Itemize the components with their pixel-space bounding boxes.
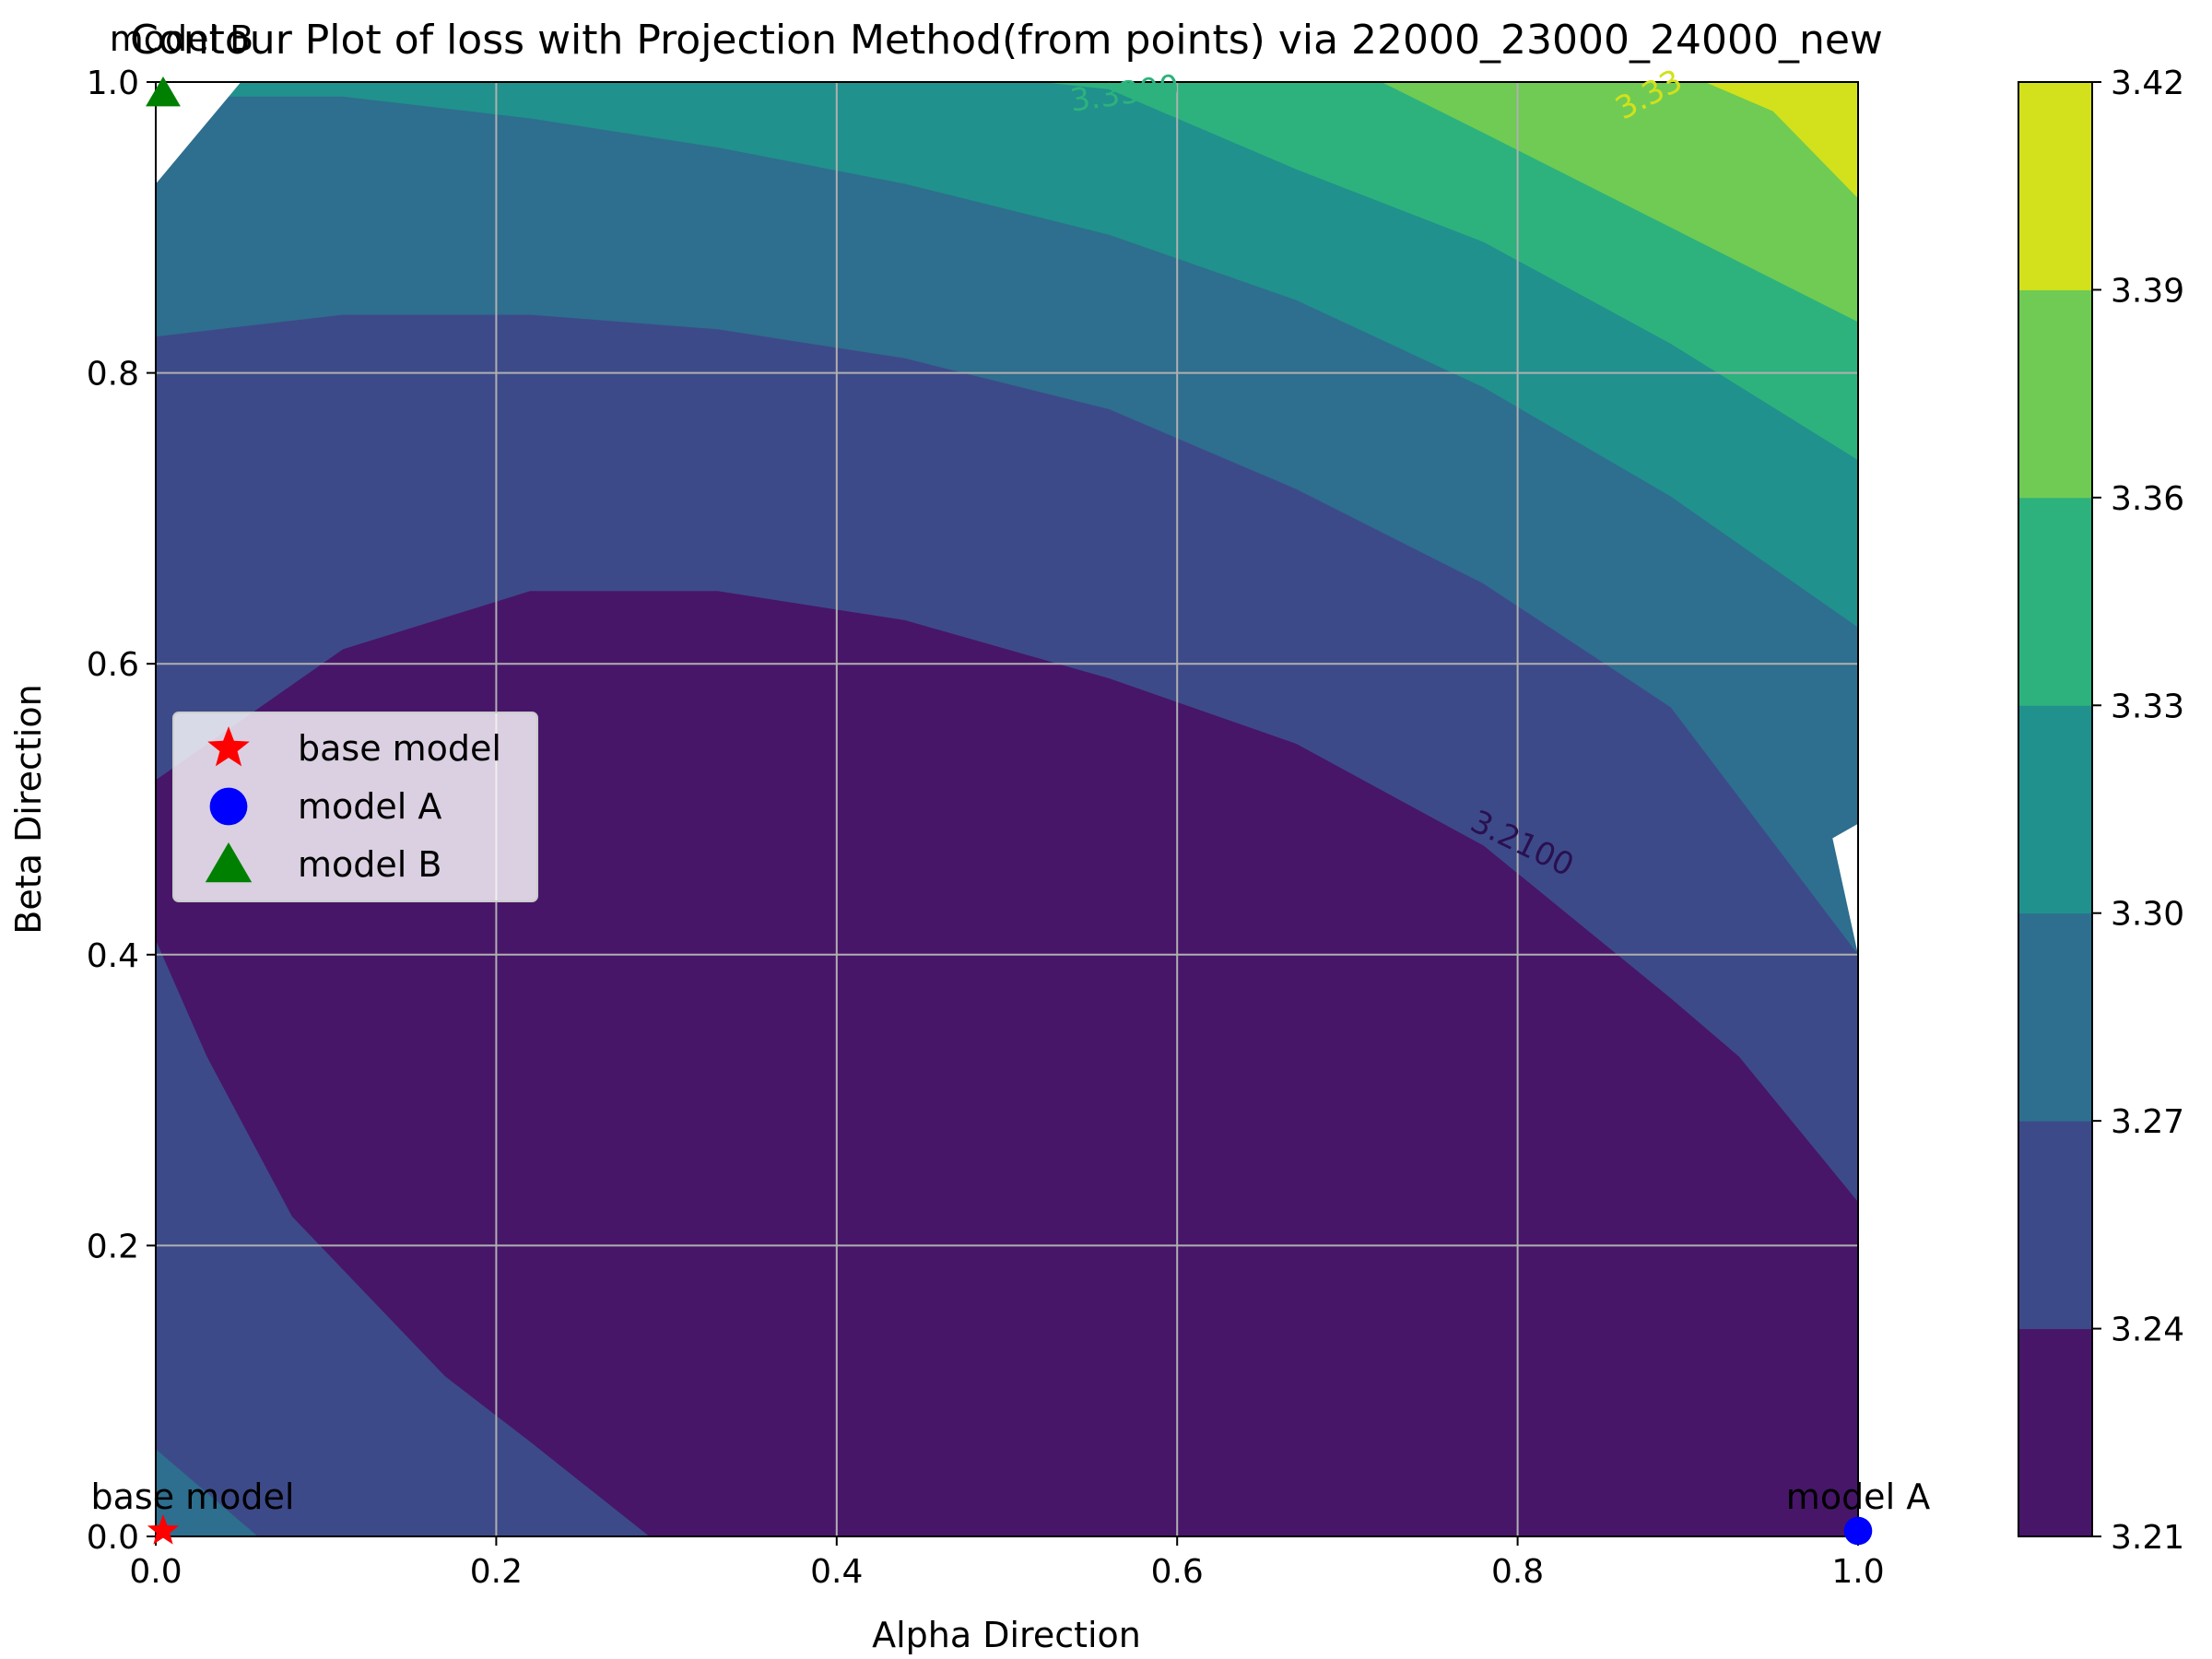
chart-title: Contour Plot of loss with Projection Met… (130, 17, 1883, 64)
y-tick-label: 0.0 (87, 1519, 139, 1557)
base-model-label: base model (91, 1477, 295, 1517)
colorbar-band (2018, 912, 2092, 1122)
legend-model-B-label: model B (298, 844, 441, 885)
colorbar-band (2018, 289, 2092, 499)
colorbar-tick-label: 3.24 (2111, 1312, 2184, 1349)
y-axis-ticks: 0.0 0.2 0.4 0.6 0.8 1.0 (87, 65, 156, 1557)
y-tick-label: 0.6 (87, 646, 139, 684)
model-A-marker (1843, 1516, 1873, 1546)
band-3-27-3-30-corner (156, 1449, 258, 1536)
legend-base-model-marker (207, 726, 250, 767)
colorbar-tick-label: 3.30 (2111, 896, 2184, 934)
contour-bands (156, 82, 1858, 1536)
y-tick-label: 0.2 (87, 1228, 139, 1265)
x-tick-label: 0.8 (1491, 1553, 1544, 1591)
y-tick-label: 1.0 (87, 65, 139, 102)
y-tick-label: 0.8 (87, 356, 139, 394)
colorbar-band (2018, 497, 2092, 706)
y-tick-label: 0.4 (87, 937, 139, 975)
colorbar-tick-label: 3.27 (2111, 1103, 2184, 1141)
model-B-marker (146, 76, 181, 107)
colorbar-frame (2018, 81, 2093, 1537)
colorbar-band (2018, 1121, 2092, 1330)
model-A-label: model A (1786, 1477, 1930, 1517)
x-tick-label: 0.2 (470, 1553, 523, 1591)
y-axis-label: Beta Direction (8, 684, 49, 934)
x-tick-label: 0.6 (1151, 1553, 1204, 1591)
x-axis-ticks: 0.0 0.2 0.4 0.6 0.8 1.0 (129, 1536, 1885, 1591)
legend-model-A-label: model A (298, 786, 441, 827)
plot-frame (155, 81, 1859, 1537)
legend-box (172, 712, 538, 902)
base-model-marker (147, 1514, 180, 1545)
colorbar-tick-label: 3.33 (2111, 688, 2184, 725)
legend-model-A-marker (209, 787, 248, 826)
legend-model-B-marker (205, 842, 253, 883)
colorbar-band (2018, 705, 2092, 914)
colorbar: 3.21 3.24 3.27 3.30 3.33 3.36 3.39 3.42 (2018, 65, 2184, 1557)
band-3-39-region (1704, 82, 1858, 199)
colorbar-band (2018, 1328, 2092, 1537)
legend-base-model-label: base model (298, 728, 501, 769)
colorbar-tick-label: 3.39 (2111, 272, 2184, 310)
colorbar-tick-label: 3.21 (2111, 1519, 2184, 1557)
x-tick-label: 0.0 (129, 1553, 182, 1591)
colorbar-tick-label: 3.42 (2111, 65, 2184, 102)
blank-region-top-left (156, 82, 241, 184)
x-axis-label: Alpha Direction (872, 1615, 1141, 1655)
band-3-36-region (1381, 82, 1858, 323)
model-markers: base model model A model B (91, 18, 1930, 1546)
colorbar-tick-label: 3.36 (2111, 480, 2184, 518)
x-tick-label: 0.4 (810, 1553, 863, 1591)
band-3-24-3-27-lower (156, 940, 650, 1536)
colorbar-band (2018, 82, 2092, 290)
legend: base model model A model B (172, 712, 538, 902)
model-B-label: model B (110, 18, 253, 59)
blank-region-right (1832, 823, 1858, 955)
x-tick-label: 1.0 (1831, 1553, 1884, 1591)
